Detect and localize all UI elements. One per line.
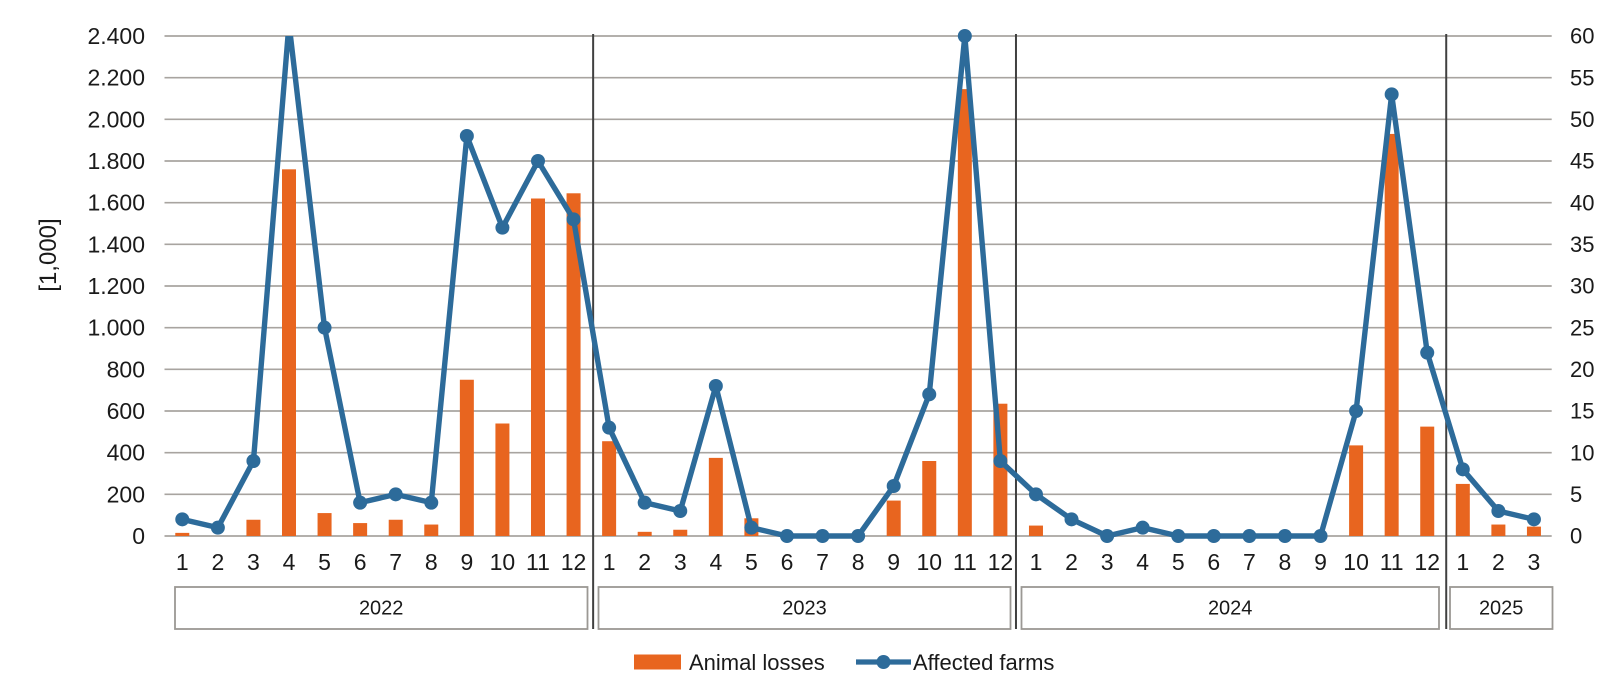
- svg-text:10: 10: [916, 549, 942, 575]
- svg-text:1.600: 1.600: [87, 190, 145, 216]
- svg-text:400: 400: [107, 440, 145, 466]
- svg-text:12: 12: [1414, 549, 1440, 575]
- svg-text:2: 2: [1492, 549, 1505, 575]
- svg-text:5: 5: [1570, 482, 1582, 507]
- svg-text:2.200: 2.200: [87, 65, 145, 91]
- svg-text:[1,000]: [1,000]: [35, 218, 62, 291]
- svg-text:5: 5: [745, 549, 758, 575]
- svg-text:7: 7: [389, 549, 402, 575]
- svg-text:800: 800: [107, 356, 145, 382]
- svg-text:7: 7: [1243, 549, 1256, 575]
- svg-text:1.800: 1.800: [87, 148, 145, 174]
- svg-text:600: 600: [107, 398, 145, 424]
- svg-text:2.400: 2.400: [87, 23, 145, 49]
- svg-text:0: 0: [1570, 524, 1582, 549]
- svg-text:60: 60: [1570, 24, 1594, 49]
- svg-text:1: 1: [176, 549, 189, 575]
- svg-text:2.000: 2.000: [87, 106, 145, 132]
- svg-text:200: 200: [107, 481, 145, 507]
- svg-text:30: 30: [1570, 274, 1594, 299]
- svg-text:0: 0: [132, 523, 145, 549]
- svg-text:1.200: 1.200: [87, 273, 145, 299]
- svg-text:2023: 2023: [782, 598, 827, 620]
- svg-text:9: 9: [460, 549, 473, 575]
- svg-text:2022: 2022: [359, 598, 404, 620]
- svg-text:3: 3: [1528, 549, 1541, 575]
- svg-text:40: 40: [1570, 190, 1594, 215]
- svg-text:10: 10: [490, 549, 516, 575]
- svg-text:2: 2: [1065, 549, 1078, 575]
- svg-text:1.000: 1.000: [87, 315, 145, 341]
- svg-text:1.400: 1.400: [87, 231, 145, 257]
- svg-text:2025: 2025: [1479, 598, 1524, 620]
- svg-text:8: 8: [852, 549, 865, 575]
- svg-text:50: 50: [1570, 107, 1594, 132]
- svg-text:12: 12: [561, 549, 587, 575]
- svg-text:11: 11: [953, 549, 977, 575]
- svg-text:10: 10: [1343, 549, 1369, 575]
- svg-text:3: 3: [247, 549, 260, 575]
- svg-text:11: 11: [1380, 549, 1404, 575]
- svg-text:35: 35: [1570, 232, 1594, 257]
- svg-text:3: 3: [1101, 549, 1114, 575]
- svg-text:9: 9: [887, 549, 900, 575]
- svg-text:Animal losses: Animal losses: [689, 650, 825, 675]
- svg-text:7: 7: [816, 549, 829, 575]
- svg-text:5: 5: [1172, 549, 1185, 575]
- svg-text:2024: 2024: [1208, 598, 1253, 620]
- svg-text:6: 6: [781, 549, 794, 575]
- svg-text:8: 8: [1279, 549, 1292, 575]
- svg-text:6: 6: [354, 549, 367, 575]
- svg-text:55: 55: [1570, 65, 1594, 90]
- svg-text:6: 6: [1207, 549, 1220, 575]
- svg-text:10: 10: [1570, 440, 1594, 465]
- svg-text:12: 12: [988, 549, 1014, 575]
- svg-text:1: 1: [1456, 549, 1469, 575]
- svg-text:8: 8: [425, 549, 438, 575]
- svg-text:25: 25: [1570, 315, 1594, 340]
- svg-text:11: 11: [526, 549, 550, 575]
- svg-text:5: 5: [318, 549, 331, 575]
- svg-text:Affected farms: Affected farms: [913, 650, 1054, 675]
- svg-text:15: 15: [1570, 399, 1594, 424]
- svg-text:45: 45: [1570, 149, 1594, 174]
- svg-text:3: 3: [674, 549, 687, 575]
- svg-text:2: 2: [638, 549, 651, 575]
- svg-text:1: 1: [603, 549, 616, 575]
- svg-text:4: 4: [1136, 549, 1149, 575]
- svg-text:20: 20: [1570, 357, 1594, 382]
- svg-text:4: 4: [709, 549, 722, 575]
- svg-text:1: 1: [1030, 549, 1043, 575]
- svg-text:9: 9: [1314, 549, 1327, 575]
- svg-text:4: 4: [283, 549, 296, 575]
- svg-text:2: 2: [211, 549, 224, 575]
